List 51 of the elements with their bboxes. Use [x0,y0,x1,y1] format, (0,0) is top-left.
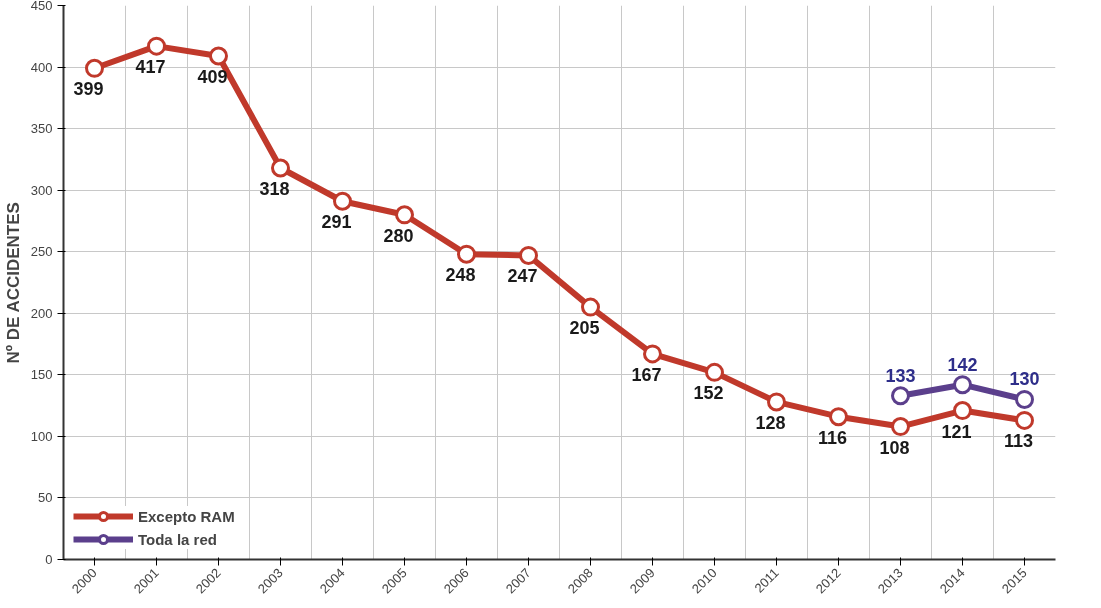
point [395,205,414,225]
y-tick-label: 250 [30,244,53,260]
data-label: 108 [879,437,910,458]
data-label: 133 [885,365,916,386]
point [705,362,724,382]
point [209,46,228,66]
data-label: 130 [1009,369,1040,390]
data-label: 113 [1003,431,1034,452]
point [643,344,662,364]
y-tick-label: 150 [30,367,53,383]
legend-label: Excepto RAM [138,507,235,525]
legend-label: Toda la red [138,530,217,548]
point [333,191,352,211]
y-tick-label: 450 [30,0,53,13]
data-label: 121 [941,421,972,442]
point [891,386,910,406]
y-tick-label: 0 [45,552,53,567]
point [147,36,166,56]
point [519,245,538,265]
data-label: 280 [383,225,414,246]
data-label: 142 [947,354,978,375]
data-label: 116 [817,427,848,448]
point [457,244,476,264]
y-tick-label: 50 [38,490,53,506]
data-label: 409 [197,66,228,87]
point [1015,389,1034,409]
y-axis-title: Nº DE ACCIDENTES [3,202,23,364]
data-label: 205 [569,318,600,339]
y-tick-label: 100 [30,428,53,444]
data-label: 152 [693,383,724,404]
data-label: 417 [135,57,166,78]
y-tick-label: 200 [30,305,53,321]
data-label: 248 [445,265,476,286]
point [953,401,972,421]
data-label: 128 [755,412,786,433]
point [891,417,910,437]
y-tick-label: 300 [30,182,53,198]
y-tick-label: 400 [30,59,53,75]
point [953,375,972,395]
data-label: 247 [507,266,538,287]
data-label: 291 [321,212,352,233]
data-label: 318 [259,179,290,200]
y-tick-label: 350 [30,121,53,137]
point [1015,410,1034,430]
data-label: 399 [73,79,104,100]
point [85,58,104,78]
point [829,407,848,427]
point [767,392,786,412]
point [271,158,290,178]
point [581,297,600,317]
data-label: 167 [631,364,662,385]
